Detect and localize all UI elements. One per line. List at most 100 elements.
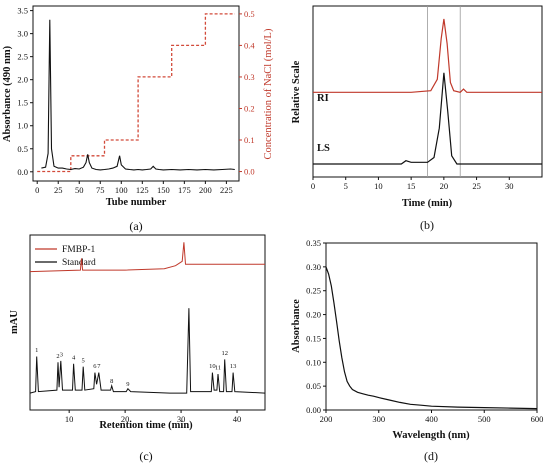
panel-a-frame xyxy=(32,5,240,182)
panel-a-series xyxy=(37,13,235,173)
a-y-ticklabel-7: 3.5 xyxy=(17,6,28,16)
d-x-ticklabel-3: 500 xyxy=(478,414,491,424)
panel-c-xlabel: Retention time (min) xyxy=(99,420,193,431)
panel-a-yticks: 0.0 0.5 1.0 1.5 2.0 2.5 3.0 3.5 xyxy=(17,6,33,177)
b-x-ticklabel-2: 10 xyxy=(374,181,383,191)
panel-d-frame xyxy=(325,242,538,411)
panel-d-caption: (d) xyxy=(424,449,438,463)
panel-b-caption: (b) xyxy=(420,218,434,232)
a-x-ticklabel-4: 100 xyxy=(115,185,128,195)
panel-a: Tube number Absorbance (490 nm) Concentr… xyxy=(2,5,274,233)
b-x-ticklabel-6: 30 xyxy=(505,181,514,191)
panel-a-ylabel-right: Concentration of NaCl (mol/L) xyxy=(263,28,274,159)
a-series-absorbance-line xyxy=(41,19,235,171)
c-peak-label-3: 3 xyxy=(60,351,63,358)
d-y-ticklabel-2: 0.10 xyxy=(306,357,321,367)
a-y-ticklabel-3: 1.5 xyxy=(17,98,28,108)
legend-label-standard: Standard xyxy=(62,258,96,268)
panel-d-xlabel: Wavelength (nm) xyxy=(392,430,470,441)
panel-d: Wavelength (nm) Absorbance (d) 200 300 400… xyxy=(291,238,543,463)
b-series-ls-line xyxy=(313,72,542,165)
a-y-ticklabel-5: 2.5 xyxy=(17,52,28,62)
panel-c: Retention time (min) mAU (c) FMBP-1 Stan… xyxy=(9,234,266,463)
c-peak-label-7: 7 xyxy=(97,363,101,370)
panel-b-label-ri: RI xyxy=(317,93,329,104)
a-yr-ticklabel-3: 0.3 xyxy=(244,72,255,82)
c-x-ticklabel-3: 40 xyxy=(233,414,242,424)
a-yr-ticklabel-4: 0.4 xyxy=(244,40,255,50)
c-peak-label-6: 6 xyxy=(93,363,97,370)
b-series-ri-line xyxy=(313,18,542,93)
d-x-ticklabel-1: 300 xyxy=(372,414,385,424)
d-series-absorbance-line xyxy=(325,266,538,410)
a-yr-ticklabel-5: 0.5 xyxy=(244,9,255,19)
c-peak-label-2: 2 xyxy=(56,353,59,360)
a-x-ticklabel-7: 175 xyxy=(178,185,191,195)
d-y-ticklabel-1: 0.05 xyxy=(306,381,321,391)
c-x-ticklabel-2: 30 xyxy=(177,414,186,424)
b-x-ticklabel-5: 25 xyxy=(472,181,481,191)
b-x-ticklabel-1: 5 xyxy=(344,181,348,191)
panel-a-yticks-right: 0.0 0.1 0.2 0.3 0.4 0.5 xyxy=(239,9,255,177)
panel-d-ylabel: Absorbance xyxy=(291,299,302,353)
c-x-ticklabel-0: 10 xyxy=(65,414,74,424)
b-x-ticklabel-0: 0 xyxy=(311,181,315,191)
panel-c-legend: FMBP-1 Standard xyxy=(35,245,96,268)
c-series-fmbp-1-line xyxy=(29,242,265,273)
c-peak-label-5: 5 xyxy=(82,357,85,364)
d-y-ticklabel-5: 0.25 xyxy=(306,286,321,296)
d-y-ticklabel-6: 0.30 xyxy=(306,262,321,272)
panel-c-series xyxy=(29,242,266,394)
panel-c-xticks: 10 20 30 40 xyxy=(65,410,241,424)
a-x-ticklabel-5: 125 xyxy=(136,185,149,195)
panel-b-xticks: 0 5 10 15 20 25 30 xyxy=(311,177,514,191)
a-y-ticklabel-2: 1.0 xyxy=(17,121,28,131)
a-y-ticklabel-1: 0.5 xyxy=(17,144,28,154)
panel-b-xlabel: Time (min) xyxy=(402,198,453,209)
a-x-ticklabel-6: 150 xyxy=(157,185,170,195)
d-y-ticklabel-4: 0.20 xyxy=(306,310,321,320)
a-series-nacl-line xyxy=(37,13,235,173)
d-x-ticklabel-4: 600 xyxy=(531,414,544,424)
a-x-ticklabel-9: 225 xyxy=(220,185,233,195)
panel-b-series xyxy=(313,6,542,177)
a-x-ticklabel-2: 50 xyxy=(75,185,84,195)
panel-d-yticks: 0.00 0.05 0.10 0.15 0.20 0.25 0.30 0.35 xyxy=(306,238,326,415)
panel-a-xlabel: Tube number xyxy=(106,197,167,208)
d-y-ticklabel-7: 0.35 xyxy=(306,238,321,248)
a-yr-ticklabel-2: 0.2 xyxy=(244,103,255,113)
c-peak-label-4: 4 xyxy=(72,354,76,361)
a-y-ticklabel-4: 2.0 xyxy=(17,75,28,85)
a-y-ticklabel-6: 3.0 xyxy=(17,29,28,39)
c-peak-label-1: 1 xyxy=(35,347,38,354)
b-x-ticklabel-4: 20 xyxy=(440,181,449,191)
panel-a-caption: (a) xyxy=(129,219,142,233)
c-peak-label-10: 10 xyxy=(209,363,216,370)
panel-b-ylabel: Relative Scale xyxy=(291,60,302,123)
panel-a-xticks: 0 25 50 75 100 125 150 175 200 225 xyxy=(35,181,233,195)
c-x-ticklabel-1: 20 xyxy=(121,414,130,424)
d-y-ticklabel-0: 0.00 xyxy=(306,405,321,415)
panel-c-frame xyxy=(29,234,266,411)
c-peak-label-13: 13 xyxy=(230,363,237,370)
d-x-ticklabel-2: 400 xyxy=(425,414,438,424)
c-peak-label-9: 9 xyxy=(126,381,129,388)
d-y-ticklabel-3: 0.15 xyxy=(306,333,321,343)
a-yr-ticklabel-1: 0.1 xyxy=(244,135,255,145)
c-peak-label-8: 8 xyxy=(110,378,113,385)
a-x-ticklabel-1: 25 xyxy=(54,185,63,195)
panel-c-caption: (c) xyxy=(139,449,152,463)
c-series-standard-line xyxy=(29,308,266,394)
d-x-ticklabel-0: 200 xyxy=(320,414,333,424)
a-x-ticklabel-8: 200 xyxy=(199,185,212,195)
legend-label-fmbp: FMBP-1 xyxy=(62,245,96,255)
c-peak-label-11: 11 xyxy=(215,365,221,372)
panel-b: Time (min) Relative Scale (b) RI LS 0 5 10… xyxy=(291,5,543,232)
a-yr-ticklabel-0: 0.0 xyxy=(244,167,255,177)
panel-a-ylabel: Absorbance (490 nm) xyxy=(2,45,13,142)
a-x-ticklabel-0: 0 xyxy=(35,185,39,195)
c-peak-label-12: 12 xyxy=(221,350,228,357)
a-x-ticklabel-3: 75 xyxy=(96,185,105,195)
